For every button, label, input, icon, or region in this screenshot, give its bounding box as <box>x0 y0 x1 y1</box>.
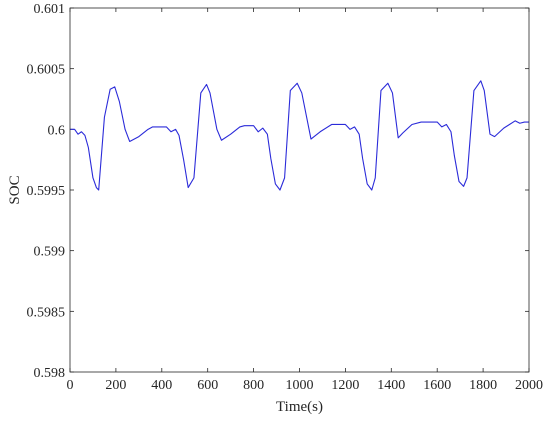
x-tick-label: 800 <box>243 378 264 393</box>
x-tick-label: 1400 <box>377 378 405 393</box>
y-tick-label: 0.598 <box>34 366 66 381</box>
x-tick-label: 1600 <box>423 378 451 393</box>
y-tick-label: 0.5985 <box>27 305 66 320</box>
x-tick-label: 400 <box>151 378 172 393</box>
x-axis-label: Time(s) <box>276 399 323 415</box>
soc-series-line <box>70 80 529 191</box>
y-tick-label: 0.6005 <box>27 63 66 78</box>
plot-background <box>70 8 529 372</box>
x-tick-label: 1200 <box>331 378 359 393</box>
x-tick-labels: 0 200 400 600 800 1000 1200 1400 1600 1800 2000 <box>67 378 544 393</box>
y-tick-label: 0.599 <box>34 245 66 260</box>
x-tick-label: 0 <box>67 378 74 393</box>
y-axis-label: SOC <box>7 175 23 204</box>
x-tick-label: 1800 <box>469 378 497 393</box>
y-tick-label: 0.5995 <box>27 184 66 199</box>
x-tick-label: 2000 <box>515 378 543 393</box>
x-tick-label: 600 <box>197 378 218 393</box>
y-tick-label: 0.6 <box>48 123 66 138</box>
x-tick-label: 1000 <box>286 378 314 393</box>
y-tick-labels: 0.598 0.5985 0.599 0.5995 0.6 0.6005 0.601 <box>27 2 66 381</box>
plot-frame <box>69 7 530 373</box>
y-tick-label: 0.601 <box>34 2 66 17</box>
x-tick-label: 200 <box>105 378 126 393</box>
